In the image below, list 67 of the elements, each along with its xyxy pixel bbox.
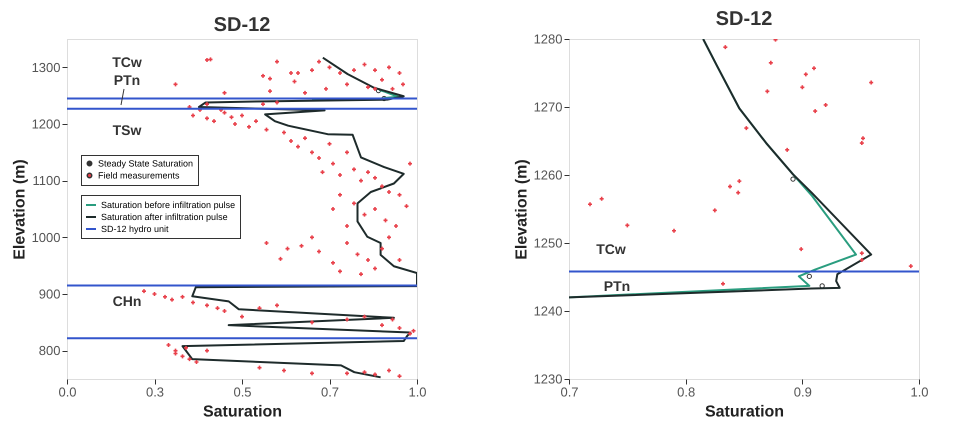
y-tick-label: 1230 <box>534 372 562 386</box>
y-axis-title: Elevation (m) <box>514 159 531 260</box>
x-tick-label: 0.7 <box>320 384 340 400</box>
point <box>824 102 828 107</box>
x-tick-label: 1.0 <box>408 384 427 400</box>
x-axis-title: Saturation <box>202 404 282 420</box>
y-tick-label: 1000 <box>32 230 60 245</box>
point <box>728 184 732 189</box>
y-tick-label: 1240 <box>534 304 562 318</box>
x-tick-label: 1.0 <box>910 384 929 400</box>
point <box>723 45 728 50</box>
legend-label: Field measurements <box>98 170 180 180</box>
point <box>813 109 818 114</box>
legend-label: Saturation after infiltration pulse <box>101 212 228 222</box>
point <box>672 228 676 233</box>
annotation: PTn <box>114 72 140 88</box>
point <box>806 274 812 279</box>
point <box>765 89 770 94</box>
y-tick-label: 1300 <box>32 60 60 75</box>
y-tick-label: 1100 <box>32 173 60 188</box>
point <box>799 247 804 252</box>
point <box>600 196 604 201</box>
y-axis-title: Elevation (m) <box>12 159 29 260</box>
annotation: PTn <box>604 278 630 294</box>
x-tick-label: 0.3 <box>146 384 164 400</box>
legend-label: Saturation before infiltration pulse <box>101 200 236 210</box>
point <box>860 141 864 146</box>
point <box>869 80 874 85</box>
point <box>804 72 808 76</box>
x-axis-title: Saturation <box>704 404 784 420</box>
point <box>744 126 748 130</box>
x-tick-label: 0.8 <box>677 384 696 400</box>
point <box>800 85 804 90</box>
annotation: CHn <box>112 293 142 309</box>
annotation: TCw <box>596 241 626 257</box>
y-tick-label: 1260 <box>534 168 562 182</box>
point <box>737 179 742 184</box>
point <box>812 66 816 70</box>
point <box>625 223 630 228</box>
chart-title: SD-12 <box>716 8 772 30</box>
y-tick-label: 900 <box>38 286 60 302</box>
point <box>860 251 864 256</box>
legend-label: Steady State Saturation <box>98 158 194 168</box>
x-tick-label: 0.7 <box>560 384 579 400</box>
point <box>736 190 740 195</box>
y-tick-label: 1200 <box>32 116 60 132</box>
point <box>712 208 717 212</box>
x-tick-label: 0.0 <box>58 384 77 400</box>
point <box>774 39 778 42</box>
y-tick-label: 1280 <box>534 32 562 46</box>
point <box>721 282 725 286</box>
point <box>768 60 773 65</box>
point <box>790 176 796 182</box>
y-tick-label: 1270 <box>534 100 562 114</box>
annotation: TSw <box>112 122 142 138</box>
point <box>785 148 790 152</box>
point <box>908 264 913 268</box>
chart-title: SD-12 <box>214 14 270 36</box>
point <box>860 258 864 262</box>
y-tick-label: 1250 <box>534 236 562 250</box>
point <box>861 136 865 140</box>
point <box>588 202 592 206</box>
annotation: TCw <box>112 54 142 70</box>
x-tick-label: 0.9 <box>794 384 812 400</box>
x-tick-label: 0.5 <box>233 384 252 400</box>
legend-label: SD-12 hydro unit <box>101 224 170 234</box>
y-tick-label: 800 <box>38 343 60 358</box>
